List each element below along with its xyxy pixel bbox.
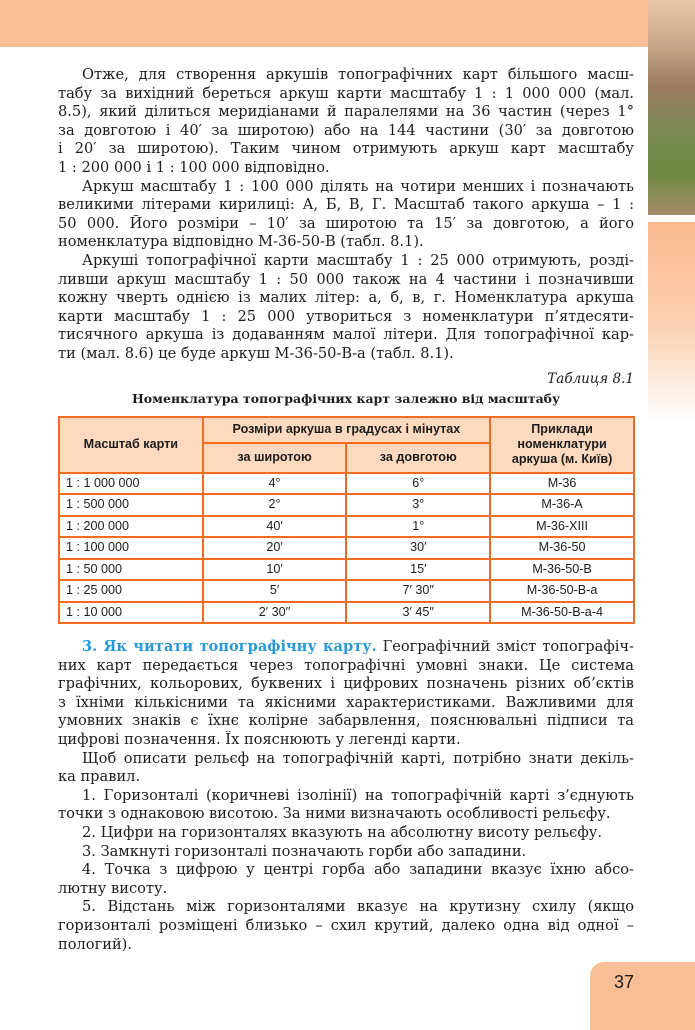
mountain-photo [648,0,695,215]
header-scale: Масштаб карти [58,415,204,474]
table-cell: 2′ 30′′ [201,600,348,624]
text-line: цифрові позначення. Їх пояснюють у леген… [58,730,461,748]
table-row: 1 : 100 000 20′ 30′ М-36-50 [58,536,635,560]
table-cell: 1 : 1 000 000 [58,471,204,495]
section-heading: 3. Як читати топографічну карту. [82,638,377,655]
top-decorative-band [0,0,648,47]
table-cell: М-36-50 [489,536,635,560]
text-line: ливши аркуш масштабу 1 : 50 000 також на… [58,270,634,288]
table-row: 1 : 10 000 2′ 30′′ 3′ 45′′ М-36-50-В-а-4 [58,600,635,624]
text-line: Аркуші топографічної карти масштабу 1 : … [82,251,634,269]
table-cell: М-36-А [489,493,635,517]
intro-text: Отже, для створення аркушів топографічни… [58,66,634,364]
table-cell: 1 : 50 000 [58,557,204,581]
side-decorative-strip [648,222,695,422]
section-first-line: Географічний зміст топографіч- [382,638,634,655]
header-example: Приклади номенклатури аркуша (м. Київ) [489,415,635,474]
text-line: карти масштабу 1 : 25 000 утвориться з н… [58,307,634,325]
table-cell: 7′ 30′′ [345,579,492,603]
text-line: 2. Цифри на горизонталях вказують на абс… [82,823,602,841]
text-line: 1 : 200 000 і 1 : 100 000 відповідно. [58,158,330,176]
table-cell: 30′ [345,536,492,560]
header-size-group: Розміри аркуша в градусах і мінутах [201,415,492,444]
table-cell: 1 : 25 000 [58,579,204,603]
text-line: кожну чверть однією із малих літер: а, б… [58,289,634,307]
table-row: 1 : 500 000 2° 3° М-36-А [58,493,635,517]
text-line: Отже, для створення аркушів топографічни… [82,66,634,83]
text-line: 5. Відстань між горизонталями вказує на … [82,898,634,916]
text-line: Щоб описати рельєф на топографічній карт… [82,749,634,767]
text-line: з їхніми кількісними та якісними характе… [58,693,634,711]
table-cell: 1 : 500 000 [58,493,204,517]
table-cell: 3° [345,493,492,517]
text-line: 3. Замкнуті горизонталі позначають горби… [82,842,527,860]
page-number-tab: 37 [590,962,695,1030]
text-line: 4. Точка з цифрою у центрі горба або зап… [82,861,634,879]
table-cell: 15′ [345,557,492,581]
table-cell: 1 : 200 000 [58,514,204,538]
text-line: великими літерами кирилиці: А, Б, В, Г. … [58,196,634,214]
text-line: горизонталі розміщені близько – схил кру… [58,916,634,934]
text-line: умовних знаків є їхнє колірне забарвленн… [58,712,634,730]
table-row: 1 : 50 000 10′ 15′ М-36-50-В [58,557,635,581]
table-cell: 1 : 100 000 [58,536,204,560]
table-cell: 10′ [201,557,348,581]
table-row: 1 : 200 000 40′ 1° М-36-XIII [58,514,635,538]
text-line: них карт передається через топографічні … [58,656,634,674]
table-cell: 20′ [201,536,348,560]
header-longitude: за довготою [345,441,492,474]
table-title: Номенклатура топографічних карт залежно … [131,390,561,406]
text-line: тисячного аркуша із додаванням малої літ… [58,326,634,344]
table-cell: 4° [201,471,348,495]
text-line: 50 000. Його розміри – 10′ за широтою та… [58,214,634,232]
text-line: табу за вихідний береться аркуш карти ма… [58,84,634,102]
text-line: Аркуш масштабу 1 : 100 000 ділять на чот… [82,177,634,195]
table-cell: 6° [345,471,492,495]
table-row: 1 : 25 000 5′ 7′ 30′′ М-36-50-В-а [58,579,635,603]
page-content: Отже, для створення аркушів топографічни… [58,66,635,954]
table-cell: 40′ [201,514,348,538]
table-cell: М-36-50-В [489,557,635,581]
table-row: 1 : 1 000 000 4° 6° М-36 [58,471,635,495]
table-caption: Таблиця 8.1 [547,370,634,387]
text-line: точки з однаковою висотою. За ними визна… [58,805,611,823]
table-cell: 3′ 45′′ [345,600,492,624]
text-line: і 20′ за широтою). Таким чином отримують… [58,140,634,158]
text-line: ти (мал. 8.6) це буде аркуш М-36-50-В-а … [58,344,454,362]
section-how-to-read-map: 3. Як читати топографічну карту. Географ… [58,638,634,954]
text-line: лютну висоту. [58,879,168,897]
table-cell: 2° [201,493,348,517]
table-cell: М-36-50-В-а-4 [489,600,635,624]
table-cell: 5′ [201,579,348,603]
text-line: номенклатура відповідно М-36-50-В (табл.… [58,233,424,251]
text-line: 8.5), який ділиться меридіанами й парале… [58,103,634,121]
table-cell: М-36-XIII [489,514,635,538]
table-cell: М-36 [489,471,635,495]
text-line: ка правил. [58,768,141,786]
table-cell: 1 : 10 000 [58,600,204,624]
nomenclature-table: Масштаб карти Розміри аркуша в градусах … [58,415,635,625]
text-line: пологий). [58,935,133,953]
text-line: 1. Горизонталі (коричневі ізолінії) на т… [82,786,634,804]
table-cell: 1° [345,514,492,538]
text-line: за довготою і 40′ за широтою) або на 144… [58,121,634,139]
table-cell: М-36-50-В-а [489,579,635,603]
header-latitude: за широтою [201,441,348,474]
text-line: графічних, кольорових, буквених і цифров… [58,675,634,693]
page-number: 37 [614,972,635,992]
